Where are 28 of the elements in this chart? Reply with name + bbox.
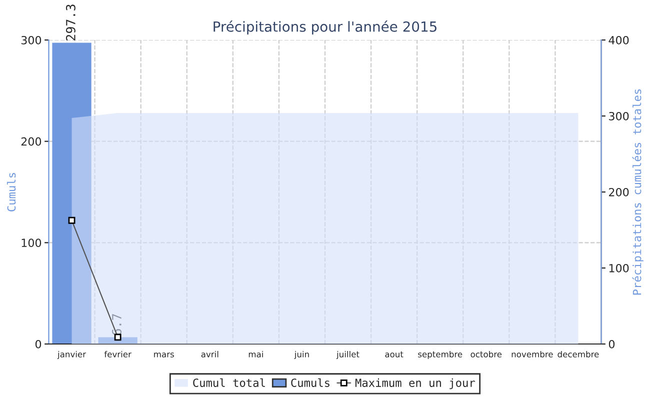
chart-title: Précipitations pour l'année 2015 (214, 20, 436, 35)
y-axis-title: Cumuls (7, 173, 16, 212)
y2-tick-label: 400 (608, 36, 629, 44)
legend-label: Maximum en un jour (355, 378, 475, 390)
x-tick-label: novembre (512, 350, 553, 358)
data-label: 297.3 (66, 4, 76, 40)
x-tick-label: decembre (558, 350, 599, 358)
legend-label: Cumul total (193, 378, 265, 387)
y2-tick-label: 0 (608, 340, 615, 348)
x-tick-label: octobre (470, 350, 502, 358)
legend-label: Cumuls (291, 378, 330, 387)
x-tick-label: janvier (57, 350, 86, 360)
x-tick-label: mai (248, 350, 263, 358)
y-tick-label: 300 (21, 36, 42, 44)
x-tick-label: juin (294, 350, 309, 360)
x-tick-label: fevrier (104, 350, 132, 358)
y-tick-label: 100 (22, 238, 42, 248)
x-tick-label: septembre (418, 350, 462, 360)
y2-tick-label: 100 (609, 264, 629, 272)
y-tick-label: 200 (21, 137, 42, 146)
y2-tick-label: 300 (609, 112, 629, 120)
y-tick-label: 0 (35, 340, 42, 348)
y2-tick-label: 200 (609, 188, 629, 196)
y2-axis-title: Précipitations cumulées totales (632, 89, 644, 295)
x-tick-label: avril (201, 350, 218, 358)
x-tick-label: mars (154, 352, 174, 358)
x-tick-label: aout (385, 351, 404, 358)
x-tick-label: juillet (336, 350, 360, 360)
